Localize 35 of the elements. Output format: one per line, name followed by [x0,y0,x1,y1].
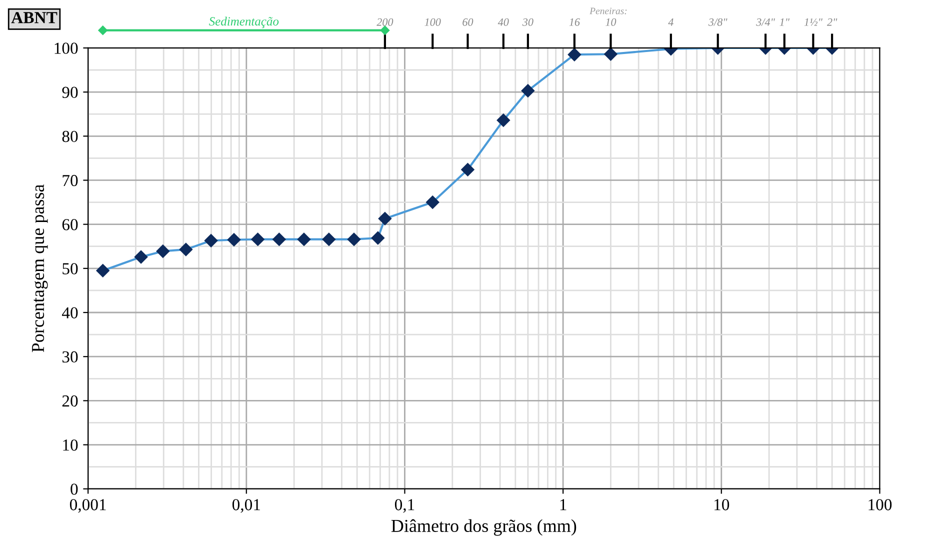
annotation: 3/8" [708,18,728,26]
annotation: 1" [780,18,790,26]
y-tick-label: 40 [62,307,78,318]
x-tick-label: 100 [868,499,892,510]
y-tick-label: 80 [62,130,78,142]
y-tick-label: 60 [62,219,78,230]
x-tick-label: 0,001 [70,499,106,513]
annotation: 1½" [804,18,823,26]
y-tick-label: 70 [62,174,78,186]
y-tick-label: 50 [62,263,78,274]
text: Sedimentação [208,16,279,28]
annotation: 16 [569,18,580,26]
annotation: 10 [606,18,616,26]
y-tick-label: 30 [62,351,78,363]
x-tick-label: 1 [560,499,566,510]
x-axis-title: Diâmetro dos grãos (mm) [391,519,576,536]
y-axis-title: Porcentagem que passa [32,184,48,352]
y-tick-label: 90 [62,86,78,98]
x-tick-label: 0,1 [394,499,414,513]
y-tick-label: 0 [70,484,78,495]
annotation: 2" [826,18,838,26]
annotation: 40 [498,18,509,26]
annotation: 3/4" [756,18,775,26]
annotation: 60 [462,18,474,26]
annotation: 200 [376,18,394,26]
x-tick-label: 0,01 [232,499,260,513]
y-tick-label: 10 [63,439,78,451]
annotation: 30 [522,18,534,26]
y-tick-label: 20 [62,395,78,407]
text: ABNT [11,12,58,24]
annotation: 100 [424,18,441,26]
annotation: 4 [668,18,674,26]
y-tick-label: 100 [54,42,78,54]
x-tick-label: 10 [714,499,730,510]
text: Peneiras: [590,8,627,14]
